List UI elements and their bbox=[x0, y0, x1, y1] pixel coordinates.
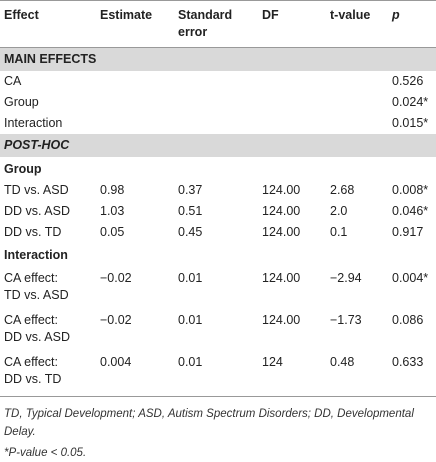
cell: 1.03 bbox=[100, 204, 125, 218]
cell: CA effect: DD vs. ASD bbox=[0, 308, 96, 350]
footnote: *P-value < 0.05. bbox=[4, 447, 87, 459]
results-table: Effect Estimate Standard error DF t-value p MA… bbox=[0, 0, 436, 397]
cell: 0.004 bbox=[96, 350, 174, 397]
cell: 0.98 bbox=[100, 183, 125, 197]
cell: DD vs. ASD bbox=[4, 204, 70, 218]
cell-line: TD vs. ASD bbox=[4, 288, 69, 302]
cell: 0.51 bbox=[178, 204, 203, 218]
cell: 0.046* bbox=[392, 204, 429, 218]
cell: 124.00 bbox=[262, 271, 301, 285]
cell: 0.004* bbox=[392, 271, 429, 285]
cell bbox=[174, 71, 258, 92]
column-header: Effect bbox=[0, 0, 96, 48]
cell-line: CA effect: bbox=[4, 271, 58, 285]
group-row: Group bbox=[0, 157, 436, 180]
data-row: Group 0.024* bbox=[0, 92, 436, 113]
cell: 0.917 bbox=[392, 225, 424, 239]
cell: 2.68 bbox=[330, 183, 355, 197]
cell: 124.00 bbox=[262, 313, 301, 327]
cell: 0.015* bbox=[392, 116, 429, 130]
cell: 0.1 bbox=[330, 225, 348, 239]
cell bbox=[326, 92, 388, 113]
cell bbox=[96, 113, 174, 134]
cell: 0.008* bbox=[392, 183, 429, 197]
data-row: Interaction 0.015* bbox=[0, 113, 436, 134]
cell bbox=[326, 71, 388, 92]
cell: TD vs. ASD bbox=[4, 183, 69, 197]
data-row: TD vs. ASD 0.98 0.37 124.00 2.68 0.008* bbox=[0, 180, 436, 201]
cell: 0.526 bbox=[392, 74, 424, 88]
group-title: Interaction bbox=[4, 248, 68, 262]
section-row: MAIN EFFECTS bbox=[0, 47, 436, 71]
cell: −0.02 bbox=[100, 271, 132, 285]
cell: 2.0 bbox=[330, 204, 348, 218]
cell: 0.086 bbox=[392, 313, 424, 327]
cell bbox=[174, 113, 258, 134]
column-header: p bbox=[388, 0, 436, 48]
cell bbox=[258, 71, 326, 92]
cell bbox=[326, 113, 388, 134]
data-row: CA 0.526 bbox=[0, 71, 436, 92]
cell: 124.00 bbox=[262, 183, 301, 197]
data-row: CA effect: DD vs. ASD −0.02 0.01 124.00 −1.73… bbox=[0, 308, 436, 350]
data-row: CA effect: TD vs. ASD −0.02 0.01 124.00 −2.94… bbox=[0, 266, 436, 308]
cell bbox=[258, 113, 326, 134]
data-row: DD vs. ASD 1.03 0.51 124.00 2.0 0.046* bbox=[0, 201, 436, 222]
cell: CA bbox=[4, 74, 22, 88]
cell: 0.024* bbox=[392, 95, 429, 109]
cell-line: CA effect: bbox=[4, 355, 58, 369]
cell: 0.01 bbox=[178, 313, 203, 327]
cell: −1.73 bbox=[330, 313, 362, 327]
cell: 124.00 bbox=[262, 225, 301, 239]
data-row: DD vs. TD 0.05 0.45 124.00 0.1 0.917 bbox=[0, 222, 436, 243]
data-row: CA effect: DD vs. TD 0.004 0.01 124 0.48 0.633 bbox=[0, 350, 436, 397]
cell: CA effect: TD vs. ASD bbox=[0, 266, 96, 308]
cell: −2.94 bbox=[330, 271, 362, 285]
cell: 0.01 bbox=[178, 271, 203, 285]
header-row: Effect Estimate Standard error DF t-value p bbox=[0, 0, 436, 48]
cell: 124.00 bbox=[262, 204, 301, 218]
footnotes: TD, Typical Development; ASD, Autism Spe… bbox=[0, 397, 436, 462]
group-row: Interaction bbox=[0, 243, 436, 266]
cell: DD vs. TD bbox=[4, 225, 62, 239]
cell: 0.01 bbox=[174, 350, 258, 397]
cell bbox=[96, 71, 174, 92]
cell: 124 bbox=[258, 350, 326, 397]
cell-line: error bbox=[178, 25, 208, 39]
cell-line: Standard bbox=[178, 8, 233, 22]
table-body: MAIN EFFECTS CA 0.526 Group 0.024* Interactio… bbox=[0, 47, 436, 397]
cell: 0.05 bbox=[100, 225, 125, 239]
cell: 0.48 bbox=[326, 350, 388, 397]
cell: CA effect: DD vs. TD bbox=[0, 350, 96, 397]
cell bbox=[96, 92, 174, 113]
column-header: Estimate bbox=[96, 0, 174, 48]
column-header: DF bbox=[258, 0, 326, 48]
cell: Interaction bbox=[4, 116, 63, 130]
cell-line: DD vs. ASD bbox=[4, 330, 70, 344]
column-header: Standard error bbox=[174, 0, 258, 48]
footnote: TD, Typical Development; ASD, Autism Spe… bbox=[4, 408, 414, 438]
cell bbox=[258, 92, 326, 113]
cell: 0.37 bbox=[178, 183, 203, 197]
section-title: POST-HOC bbox=[0, 134, 436, 157]
section-title: MAIN EFFECTS bbox=[0, 47, 436, 71]
cell-line: CA effect: bbox=[4, 313, 58, 327]
cell bbox=[174, 92, 258, 113]
column-header: t-value bbox=[326, 0, 388, 48]
group-title: Group bbox=[4, 162, 42, 176]
cell: 0.45 bbox=[178, 225, 203, 239]
cell-line: DD vs. TD bbox=[4, 372, 62, 386]
cell: 0.633 bbox=[388, 350, 436, 397]
cell: Group bbox=[4, 95, 39, 109]
cell: −0.02 bbox=[100, 313, 132, 327]
section-row: POST-HOC bbox=[0, 134, 436, 157]
